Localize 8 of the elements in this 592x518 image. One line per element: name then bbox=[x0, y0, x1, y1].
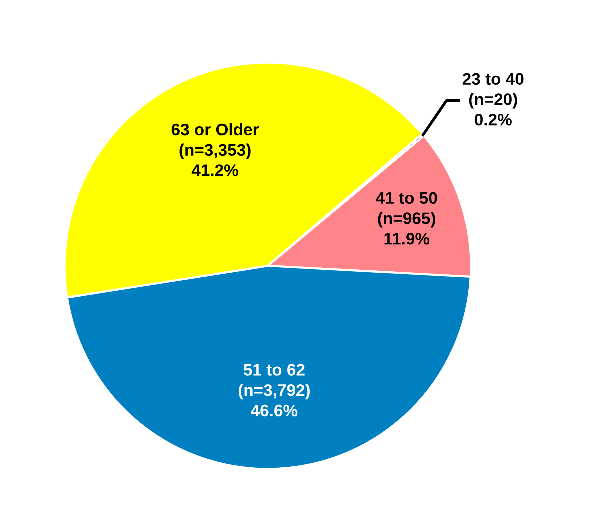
slice-label: 41 to 50 bbox=[376, 192, 438, 204]
slice-label: 51 to 62 bbox=[244, 364, 305, 376]
slice-label: 63 or Older bbox=[172, 123, 260, 136]
slice-label: 23 to 40 bbox=[462, 73, 524, 86]
data-label: (n=3,792) 46.6% bbox=[238, 384, 310, 417]
data-label: (n=965) 11.9% bbox=[378, 212, 436, 245]
data-label: (n=3,353) 41.2% bbox=[180, 144, 251, 176]
data-label: (n=20) 0.2% bbox=[469, 93, 518, 126]
